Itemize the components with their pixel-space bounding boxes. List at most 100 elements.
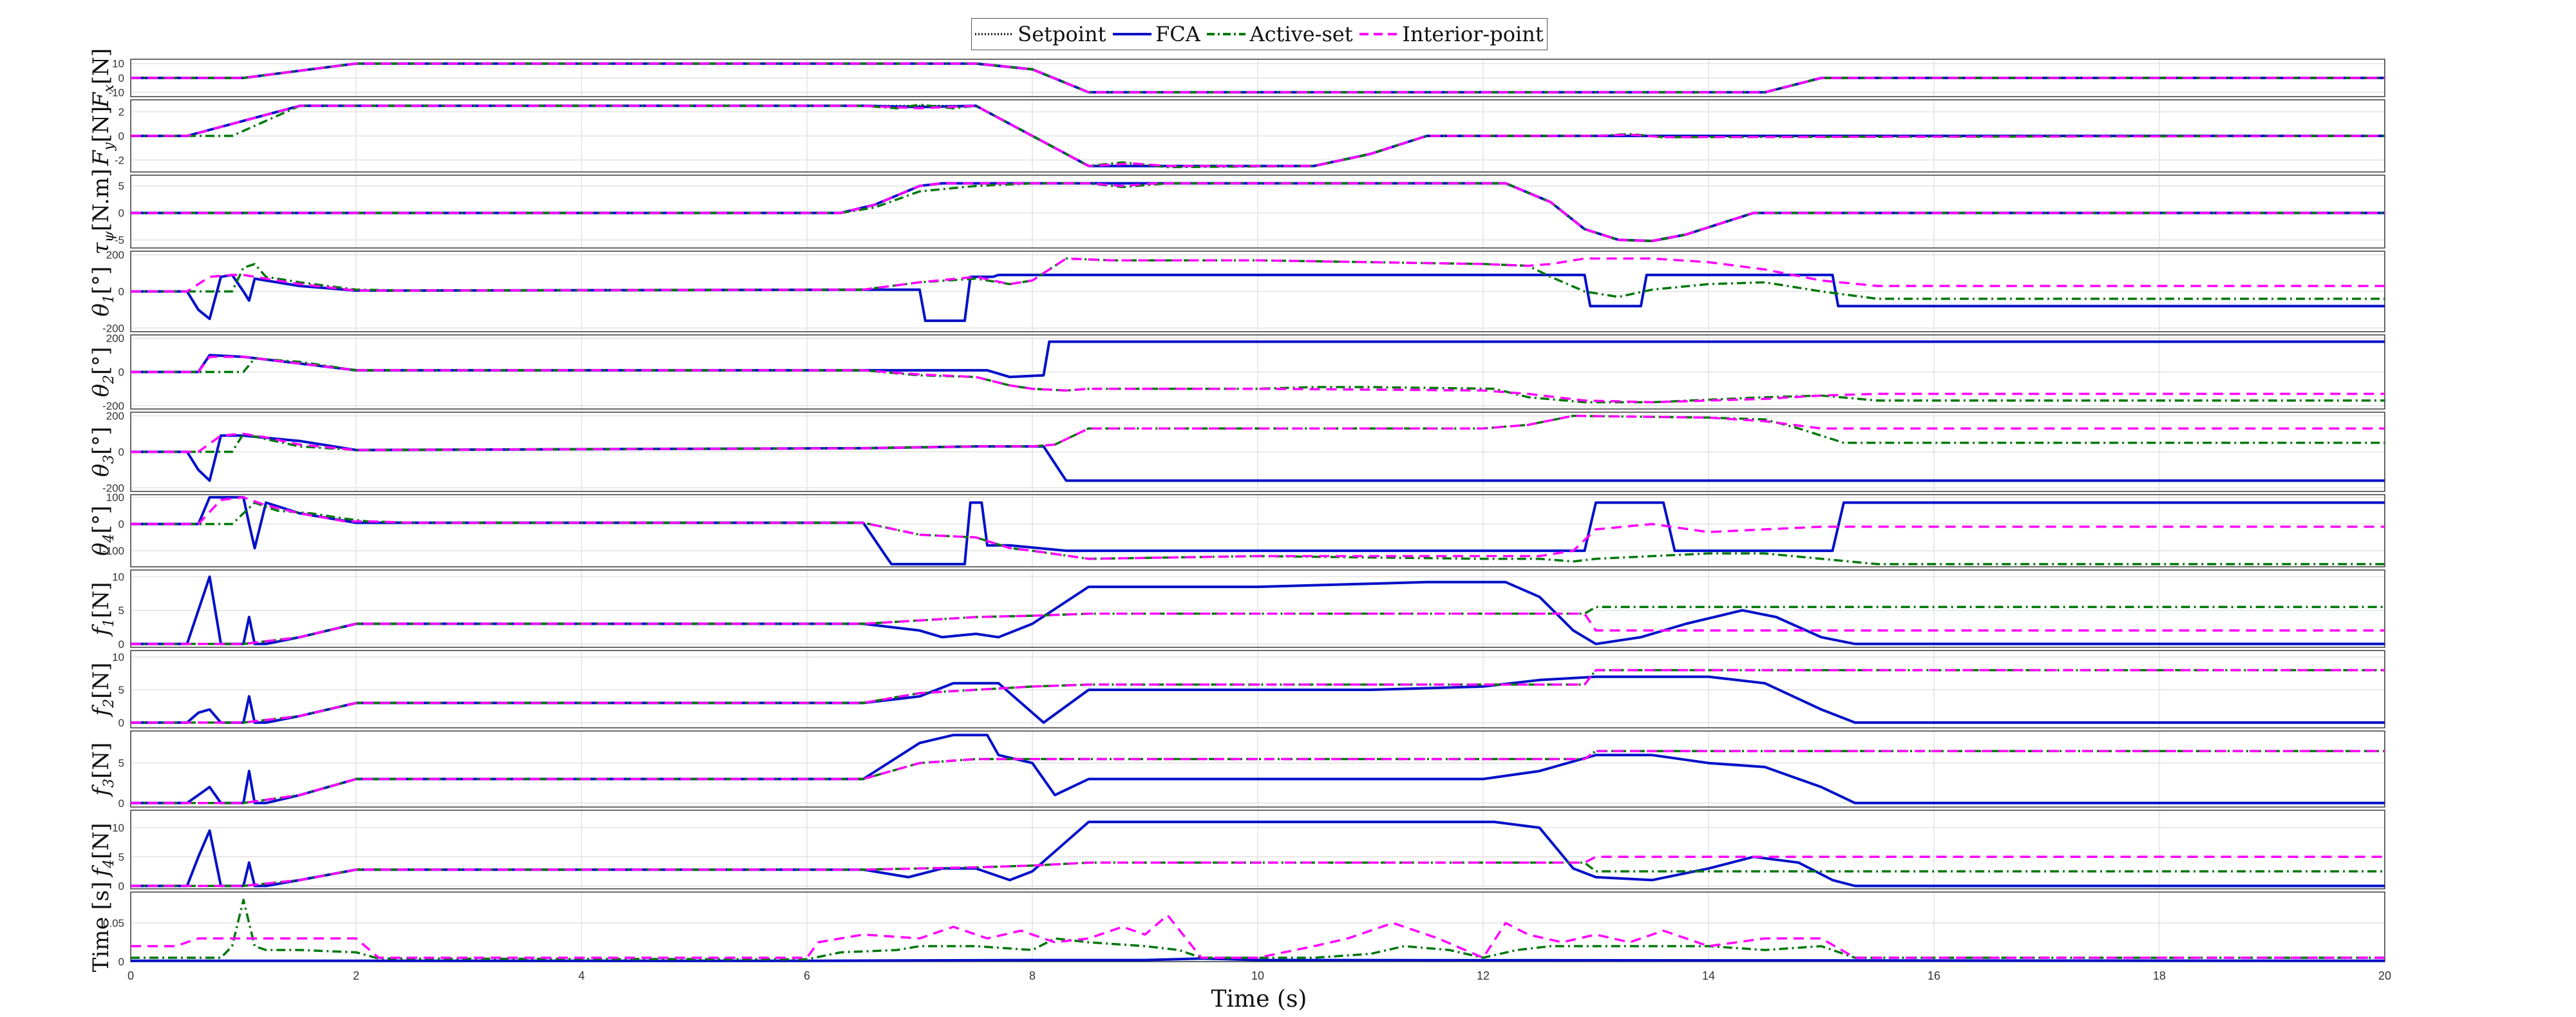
y-label-sub: 4	[101, 859, 117, 869]
y-tick-label: 0.05	[103, 917, 124, 929]
x-tick-label: 16	[1927, 969, 1940, 982]
y-tick-label: 10	[112, 651, 124, 663]
x-tick-label: 18	[2153, 969, 2166, 982]
series-interior-point-th1	[131, 257, 2385, 293]
y-tick-label: 0	[118, 518, 124, 531]
series-fca-time	[131, 957, 2385, 962]
legend: Setpoint FCA Active-set Interior-point	[971, 18, 1548, 50]
y-label-sub: 3	[101, 779, 117, 788]
x-tick-label: 6	[804, 969, 810, 982]
y-axis-label: f1[N]	[88, 582, 117, 638]
legend-entry-interior-point: Interior-point	[1359, 22, 1544, 46]
y-label-main: θ	[88, 384, 114, 397]
y-label-sub: ψ	[101, 231, 117, 242]
y-label-sub: 1	[101, 294, 117, 303]
series-interior-point-th2	[131, 356, 2385, 404]
legend-entry-fca: FCA	[1113, 22, 1200, 46]
y-tick-label: 0	[118, 717, 124, 729]
y-label-unit: [N]	[88, 663, 114, 699]
x-tick-label: 2	[353, 969, 359, 982]
series-interior-point-tau	[131, 182, 2385, 242]
y-label-unit: [°]	[88, 266, 114, 294]
x-tick-label: 0	[128, 969, 134, 982]
series-interior-point-f3	[131, 750, 2385, 804]
y-label-sub: x	[101, 84, 117, 93]
y-tick-label: -5	[115, 234, 124, 246]
y-tick-label: -200	[102, 400, 124, 412]
y-axis-label: Fx[N]	[88, 48, 117, 108]
panel-f3: 0 5f3[N]	[88, 730, 2385, 810]
y-tick-label: 10	[112, 571, 124, 583]
y-axis-label: Fy[N]	[88, 106, 117, 166]
y-tick-label: -200	[102, 482, 124, 494]
y-tick-label: 200	[106, 410, 124, 423]
y-tick-label: 5	[118, 851, 124, 863]
y-tick-label: 0	[118, 207, 124, 220]
axes-box	[130, 891, 2385, 962]
legend-label: Setpoint	[1018, 22, 1106, 46]
y-tick-label: 0	[118, 72, 124, 84]
x-tick-label: 8	[1029, 969, 1036, 982]
series-interior-point-th3	[131, 414, 2385, 453]
y-tick-label: 0	[118, 880, 124, 892]
y-label-unit: [N]	[88, 823, 114, 859]
y-label-unit: [N]	[88, 106, 114, 142]
y-label-main: θ	[88, 543, 114, 556]
y-label-unit: [N]	[88, 743, 114, 779]
y-label-sub: 4	[101, 534, 117, 544]
x-tick-label: 4	[578, 969, 585, 982]
legend-label: Interior-point	[1402, 22, 1544, 46]
series-fca-th3	[131, 434, 2385, 482]
y-label-unit: [°]	[88, 506, 114, 534]
y-tick-label: -10	[108, 86, 124, 99]
y-tick-label: -200	[102, 322, 124, 334]
y-label-unit: [N]	[88, 48, 114, 84]
y-label-sub: 2	[101, 699, 117, 708]
y-tick-label: 0	[118, 286, 124, 298]
series-active-set-time	[131, 898, 2385, 961]
y-tick-label: 5	[118, 180, 124, 193]
x-tick-label: 14	[1702, 969, 1715, 982]
y-tick-label: 0	[118, 366, 124, 379]
axes-box	[130, 810, 2385, 889]
y-label-sub: 1	[101, 618, 117, 627]
legend-entry-active-set: Active-set	[1207, 22, 1353, 46]
y-axis-label: θ3[°]	[88, 426, 117, 477]
y-label-main: θ	[88, 303, 114, 316]
y-tick-label: 100	[106, 491, 124, 504]
series-fca-tau	[131, 182, 2385, 243]
legend-label: Active-set	[1249, 22, 1353, 46]
y-tick-label: 2	[118, 106, 124, 119]
series-interior-point-fy	[131, 104, 2385, 167]
legend-entry-setpoint: Setpoint	[975, 22, 1106, 46]
x-tick-label: 12	[1477, 969, 1490, 982]
y-axis-label: Time [s]	[88, 882, 114, 973]
y-tick-label: 5	[118, 605, 124, 617]
y-tick-label: 10	[112, 822, 124, 834]
x-tick-label: 10	[1251, 969, 1264, 982]
series-interior-point-fx	[131, 62, 2385, 94]
panel-th1: -200 0 200 θ1[°]	[88, 249, 2385, 334]
y-label-unit: [N]	[88, 582, 114, 618]
y-label-main: F	[88, 91, 114, 108]
legend-swatch-setpoint	[975, 33, 1014, 35]
y-tick-label: 200	[106, 249, 124, 261]
y-label-sub: y	[101, 142, 117, 151]
y-label-sub: 3	[101, 455, 117, 464]
y-label-main: τ	[88, 242, 114, 254]
axes-box	[130, 730, 2385, 808]
series-interior-point-f4	[131, 855, 2385, 888]
series-interior-point-time	[131, 914, 2385, 959]
x-tick-label: 20	[2378, 969, 2391, 982]
y-label-sub: 2	[101, 375, 117, 385]
y-axis-label: θ4[°]	[88, 506, 117, 556]
y-tick-label: 0	[118, 638, 124, 651]
series-interior-point-f1	[131, 613, 2385, 645]
y-label-unit: [°]	[88, 347, 114, 375]
